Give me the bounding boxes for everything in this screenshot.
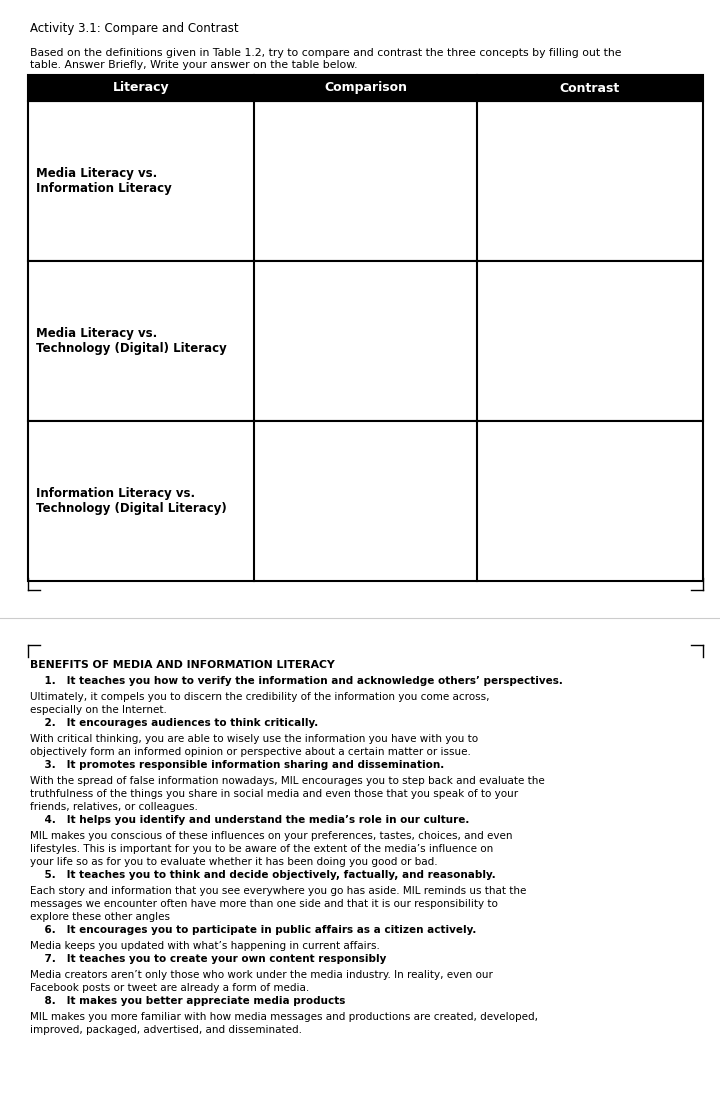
Text: Each story and information that you see everywhere you go has aside. MIL reminds: Each story and information that you see … bbox=[30, 886, 526, 896]
Text: With critical thinking, you are able to wisely use the information you have with: With critical thinking, you are able to … bbox=[30, 734, 478, 744]
Text: Comparison: Comparison bbox=[324, 81, 407, 94]
Text: truthfulness of the things you share in social media and even those that you spe: truthfulness of the things you share in … bbox=[30, 788, 518, 798]
Text: 1.   It teaches you how to verify the information and acknowledge others’ perspe: 1. It teaches you how to verify the info… bbox=[30, 676, 563, 686]
Text: Media creators aren’t only those who work under the media industry. In reality, : Media creators aren’t only those who wor… bbox=[30, 970, 493, 980]
Text: Facebook posts or tweet are already a form of media.: Facebook posts or tweet are already a fo… bbox=[30, 983, 310, 993]
Text: MIL makes you more familiar with how media messages and productions are created,: MIL makes you more familiar with how med… bbox=[30, 1013, 538, 1022]
Text: your life so as for you to evaluate whether it has been doing you good or bad.: your life so as for you to evaluate whet… bbox=[30, 857, 438, 867]
Text: objectively form an informed opinion or perspective about a certain matter or is: objectively form an informed opinion or … bbox=[30, 747, 471, 757]
Bar bbox=[28, 75, 703, 101]
Text: improved, packaged, advertised, and disseminated.: improved, packaged, advertised, and diss… bbox=[30, 1025, 302, 1035]
Text: 7.   It teaches you to create your own content responsibly: 7. It teaches you to create your own con… bbox=[30, 954, 387, 964]
Text: 2.   It encourages audiences to think critically.: 2. It encourages audiences to think crit… bbox=[30, 718, 318, 728]
Text: Activity 3.1: Compare and Contrast: Activity 3.1: Compare and Contrast bbox=[30, 22, 238, 35]
Bar bbox=[28, 261, 703, 421]
Text: MIL makes you conscious of these influences on your preferences, tastes, choices: MIL makes you conscious of these influen… bbox=[30, 831, 513, 841]
Text: Media Literacy vs.
Information Literacy: Media Literacy vs. Information Literacy bbox=[36, 167, 172, 195]
Bar bbox=[28, 101, 703, 261]
Bar bbox=[28, 421, 703, 581]
Text: Literacy: Literacy bbox=[113, 81, 169, 94]
Text: BENEFITS OF MEDIA AND INFORMATION LITERACY: BENEFITS OF MEDIA AND INFORMATION LITERA… bbox=[30, 660, 335, 670]
Text: Based on the definitions given in Table 1.2, try to compare and contrast the thr: Based on the definitions given in Table … bbox=[30, 48, 621, 70]
Text: Media keeps you updated with what’s happening in current affairs.: Media keeps you updated with what’s happ… bbox=[30, 942, 380, 952]
Text: 5.   It teaches you to think and decide objectively, factually, and reasonably.: 5. It teaches you to think and decide ob… bbox=[30, 869, 496, 881]
Text: explore these other angles: explore these other angles bbox=[30, 912, 170, 922]
Text: Media Literacy vs.
Technology (Digital) Literacy: Media Literacy vs. Technology (Digital) … bbox=[36, 327, 227, 355]
Text: Information Literacy vs.
Technology (Digital Literacy): Information Literacy vs. Technology (Dig… bbox=[36, 487, 227, 515]
Text: 3.   It promotes responsible information sharing and dissemination.: 3. It promotes responsible information s… bbox=[30, 760, 444, 770]
Text: With the spread of false information nowadays, MIL encourages you to step back a: With the spread of false information now… bbox=[30, 776, 545, 786]
Text: friends, relatives, or colleagues.: friends, relatives, or colleagues. bbox=[30, 802, 198, 812]
Text: messages we encounter often have more than one side and that it is our responsib: messages we encounter often have more th… bbox=[30, 899, 498, 909]
Text: lifestyles. This is important for you to be aware of the extent of the media’s i: lifestyles. This is important for you to… bbox=[30, 844, 493, 854]
Text: Ultimately, it compels you to discern the credibility of the information you com: Ultimately, it compels you to discern th… bbox=[30, 692, 490, 702]
Text: Contrast: Contrast bbox=[560, 81, 620, 94]
Text: 8.   It makes you better appreciate media products: 8. It makes you better appreciate media … bbox=[30, 996, 346, 1006]
Text: 6.   It encourages you to participate in public affairs as a citizen actively.: 6. It encourages you to participate in p… bbox=[30, 925, 477, 935]
Text: especially on the Internet.: especially on the Internet. bbox=[30, 705, 167, 715]
Text: 4.   It helps you identify and understand the media’s role in our culture.: 4. It helps you identify and understand … bbox=[30, 815, 469, 825]
